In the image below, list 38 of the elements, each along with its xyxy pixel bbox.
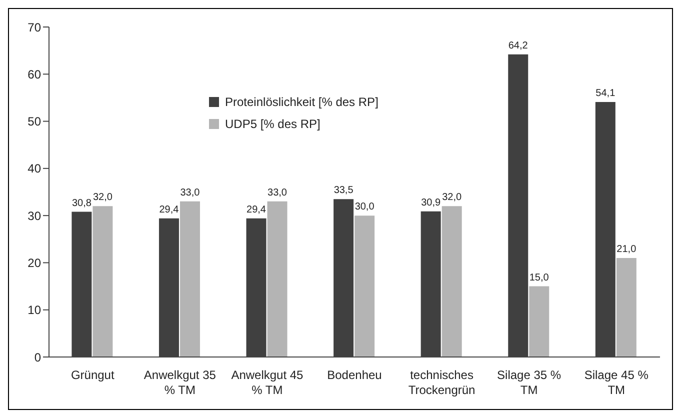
y-tick-label: 70 [28, 20, 42, 34]
y-tick-label: 10 [28, 303, 42, 318]
legend-label: Proteinlöslichkeit [% des RP] [225, 94, 378, 111]
x-tick-label: Anwelkgut 45 % TM [231, 368, 304, 397]
bar [267, 201, 288, 357]
data-label: 30,9 [421, 197, 442, 208]
x-tick-label: technisches Trockengrün [408, 368, 476, 397]
legend-label: UDP5 [% des RP] [225, 116, 320, 133]
data-label: 21,0 [616, 244, 637, 255]
data-label: 30,8 [72, 198, 92, 209]
data-label: 33,5 [334, 185, 354, 196]
data-label: 32,0 [92, 192, 113, 204]
data-label: 54,1 [596, 88, 616, 99]
data-label: 15,0 [529, 272, 550, 284]
data-label: 64,2 [508, 40, 528, 52]
data-label: 29,4 [246, 204, 266, 216]
x-tick-label: Silage 45 % TM [584, 368, 649, 397]
bar [92, 206, 113, 357]
y-tick-label: 20 [28, 256, 42, 270]
data-label: 32,0 [442, 192, 462, 204]
bar [180, 201, 200, 357]
y-tick-label: 0 [34, 350, 42, 364]
y-tick-label: 50 [28, 114, 42, 129]
x-tick-label: Silage 35 % TM [497, 368, 562, 397]
bar [354, 216, 375, 357]
data-label: 30,0 [354, 202, 375, 213]
y-tick-label: 30 [28, 208, 42, 223]
x-tick-label: Bodenheu [327, 368, 382, 382]
x-tick-label: Anwelkgut 35 % TM [144, 368, 216, 397]
data-label: 33,0 [180, 187, 200, 198]
y-tick-label: 60 [28, 67, 42, 82]
bar [529, 286, 550, 357]
bar [442, 206, 462, 357]
bar [616, 258, 636, 357]
data-label: 33,0 [268, 187, 288, 198]
data-label: 29,4 [159, 204, 180, 216]
x-tick-label: Grüngut [70, 368, 115, 382]
y-tick-label: 40 [28, 162, 42, 176]
